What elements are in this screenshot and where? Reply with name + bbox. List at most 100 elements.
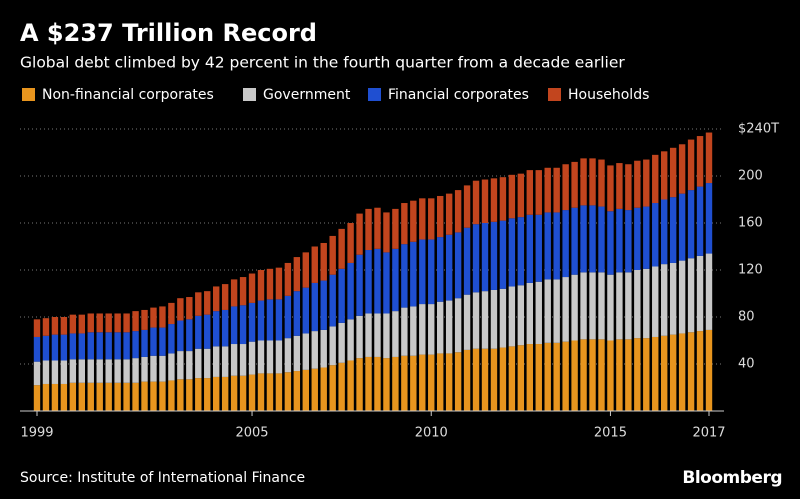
bar-segment [687,139,695,191]
bar-segment [508,286,516,347]
bar-segment [42,383,50,411]
bar-segment [311,282,318,332]
bar-segment [696,255,704,332]
bar-segment [499,347,507,411]
bar-segment [159,355,166,382]
bar-segment [652,336,659,411]
bar-segment [544,212,551,280]
bar-segment [114,359,121,383]
bar-segment [535,344,542,411]
bar-segment [284,295,292,339]
bar-segment [87,332,94,360]
bar-segment [356,254,363,316]
bar-segment [481,291,489,349]
bar-segment [51,360,59,384]
bar-segment [562,341,569,411]
bar-segment [634,270,641,339]
bar-segment [634,207,641,270]
x-tick-label: 2005 [235,426,268,441]
bar-segment [696,186,704,256]
bar-segment [454,352,462,411]
bar-segment [78,382,85,411]
bar-segment [589,339,596,411]
bar-segment [141,381,148,411]
bar-segment [383,358,390,411]
legend-label: Non-financial corporates [42,87,214,103]
bar-segment [392,208,399,249]
y-tick-label: 80 [738,310,755,325]
bar-segment [535,214,542,282]
bar-segment [204,348,211,379]
bar-segment [257,373,265,411]
bar-segment [356,213,363,255]
bar-segment [589,205,596,273]
bar-segment [293,291,301,336]
legend-swatch [22,88,35,101]
bar-segment [401,355,408,411]
bar-segment [87,313,94,333]
bar-segment [329,235,336,275]
bar-segment [302,287,309,334]
bar-segment [454,190,462,233]
bar-segment [571,340,578,411]
bar-segment [652,266,659,337]
bar-segment [553,167,560,213]
bar-segment [410,306,417,356]
bar-segment [463,294,471,350]
bar-segment [87,382,94,411]
bar-segment [687,332,695,411]
y-tick-label: $240T [738,122,779,137]
bar-segment [320,280,327,330]
y-tick-label: 120 [738,263,763,278]
bar-segment [365,250,372,314]
bar-segment [454,232,462,299]
bar-segment [33,361,41,386]
bar-segment [616,272,623,340]
bar-segment [553,212,560,280]
bar-segment [60,317,68,335]
bar-segment [78,314,85,334]
bar-segment [177,351,184,380]
bar-segment [51,317,59,335]
bar-segment [177,298,184,321]
bar-segment [419,198,426,240]
bar-segment [669,262,677,335]
bar-segment [374,207,381,249]
bar-segment [123,359,130,383]
bar-segment [186,351,193,380]
bar-segment [643,206,650,269]
bar-segment [78,333,85,360]
bar-segment [535,170,542,215]
chart-title: A $237 Trillion Record [20,19,317,47]
bar-segment [643,338,650,411]
bar-segment [481,179,489,223]
bar-segment [168,353,175,381]
bar-segment [562,210,569,278]
bar-segment [526,170,533,215]
bar-segment [239,305,247,345]
bar-segment [230,375,238,411]
bar-segment [132,382,139,411]
bar-segment [132,358,139,383]
bar-segment [195,315,202,349]
bar-segment [437,353,444,411]
bar-segment [159,381,166,411]
bar-segment [643,159,650,207]
bar-segment [401,203,408,245]
bar-segment [302,252,309,288]
bar-segment [562,277,569,342]
bar-segment [275,299,283,341]
bar-segment [490,348,498,411]
bar-segment [428,198,435,240]
bar-segment [186,379,193,411]
bar-segment [419,354,426,411]
bar-segment [508,346,516,411]
bar-segment [275,267,283,300]
bar-segment [96,359,103,383]
bar-segment [678,144,686,194]
bar-segment [580,339,587,411]
bar-segment [150,307,157,328]
bar-segment [221,284,229,310]
bar-segment [705,132,713,184]
bar-segment [69,382,77,411]
